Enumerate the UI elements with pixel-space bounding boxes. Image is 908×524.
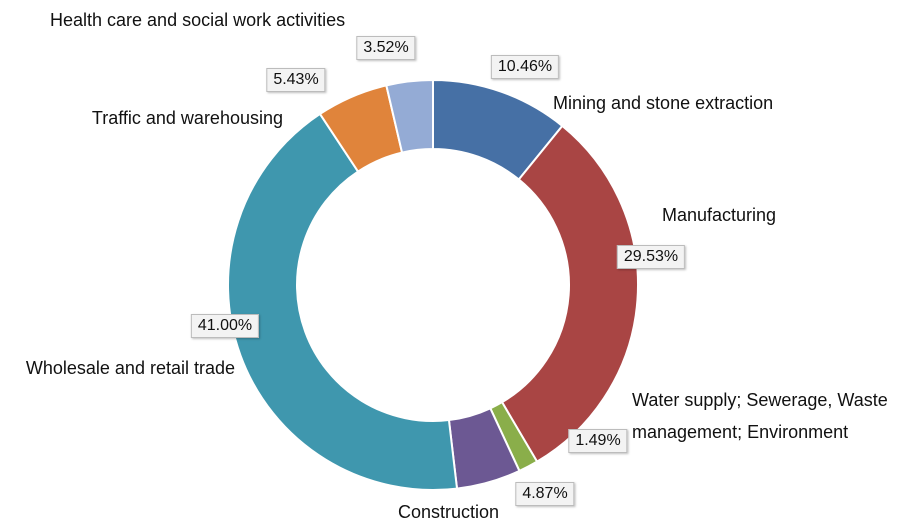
category-label: Wholesale and retail trade	[25, 358, 235, 378]
category-label: Manufacturing	[662, 205, 777, 225]
slice	[226, 112, 459, 491]
slice	[500, 124, 639, 463]
value-label: 1.49%	[568, 429, 628, 453]
value-label: 3.52%	[356, 36, 416, 60]
category-label: Health care and social work activities	[50, 10, 346, 30]
value-label: 10.46%	[490, 55, 560, 79]
category-label: Water supply; Sewerage, Waste management…	[632, 390, 888, 442]
slice	[385, 78, 434, 154]
value-label: 29.53%	[616, 245, 686, 269]
value-label: 4.87%	[515, 482, 575, 506]
category-label: Traffic and warehousing	[91, 108, 283, 128]
value-label: 41.00%	[190, 314, 260, 338]
category-label: Mining and stone extraction	[553, 93, 774, 113]
value-label: 5.43%	[266, 68, 326, 92]
category-label: Construction	[398, 502, 500, 522]
